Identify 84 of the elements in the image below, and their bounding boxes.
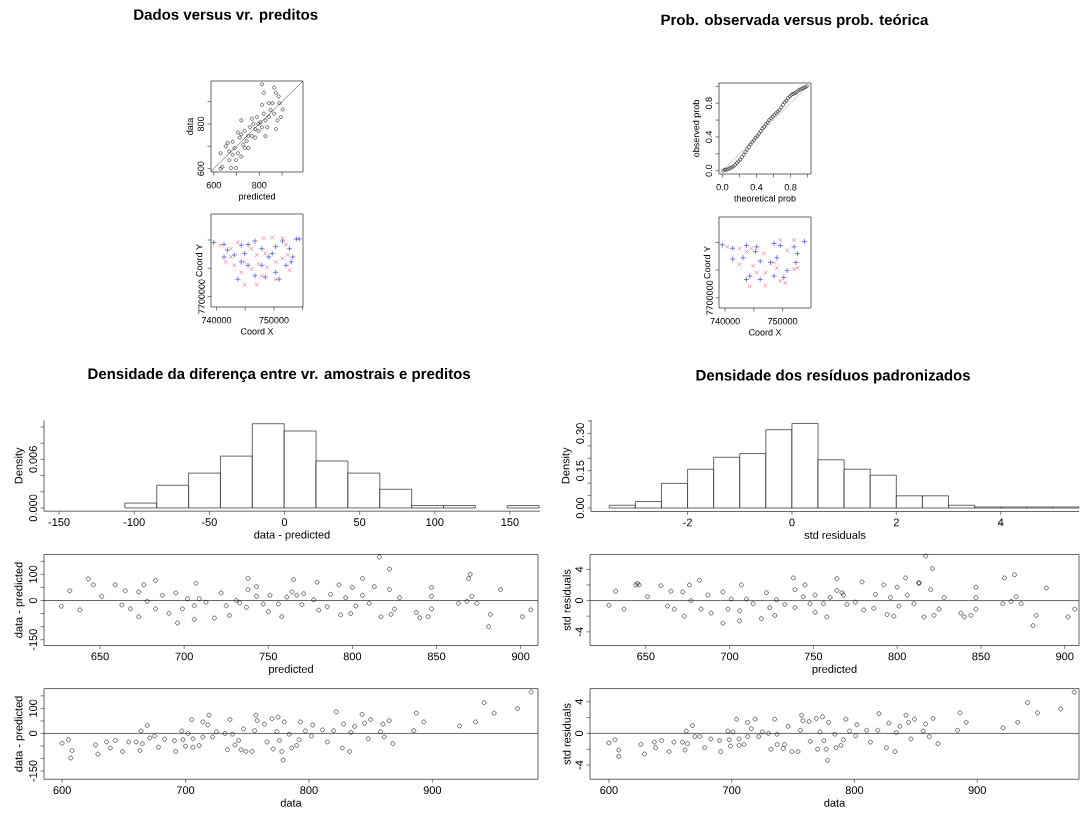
x-tick-label: 700 xyxy=(175,652,193,661)
x-tick-label: 4 xyxy=(997,518,1004,527)
x-tick-label: 800 xyxy=(300,786,318,795)
x-axis-title: predicted xyxy=(812,664,857,676)
x-axis-title: Coord X xyxy=(240,327,274,335)
y-tick-label: 0 xyxy=(575,597,583,604)
x-tick-label: 700 xyxy=(720,652,739,661)
x-tick-label: 0.0 xyxy=(716,184,729,191)
x-tick-label: 750 xyxy=(259,652,278,661)
x-tick-label: 740000 xyxy=(201,317,232,324)
x-tick-label: 150 xyxy=(501,518,519,527)
x-tick-label: 0 xyxy=(281,518,288,527)
x-tick-label: 0.8 xyxy=(784,184,797,191)
x-tick-label: 100 xyxy=(426,518,444,527)
x-tick-label: 750 xyxy=(804,652,823,661)
x-tick-label: -50 xyxy=(201,518,217,527)
x-tick-label: 0 xyxy=(789,518,795,527)
y-axis-title: std residuals xyxy=(562,703,571,765)
x-tick-label: 650 xyxy=(91,652,109,661)
x-tick-label: -100 xyxy=(123,518,145,527)
y-axis-title: std residuals xyxy=(562,569,571,631)
x-tick-label: 600 xyxy=(53,786,71,795)
x-tick-label: 900 xyxy=(1056,652,1074,661)
y-tick-label: 0.00 xyxy=(576,497,584,519)
x-axis-title: theoretical prob xyxy=(734,194,796,204)
x-tick-label: 850 xyxy=(972,652,990,661)
chart-title: Prob. observada versus prob. teórica xyxy=(661,13,929,29)
x-tick-label: 800 xyxy=(888,652,906,661)
x-axis-title: data xyxy=(280,798,302,807)
x-tick-label: 740000 xyxy=(710,318,740,325)
x-tick-label: 650 xyxy=(637,652,655,661)
y-axis-title: Density xyxy=(561,447,572,484)
text: 7700000 xyxy=(706,280,713,315)
y-tick-label: 0.4 xyxy=(705,130,712,143)
y-tick-label: 0 xyxy=(29,597,37,604)
y-tick-label: 0 xyxy=(575,730,583,737)
y-tick-label: 0.8 xyxy=(705,97,712,110)
x-tick-label: 750000 xyxy=(768,318,798,325)
x-tick-label: 800 xyxy=(252,182,267,189)
y-tick-label: 0.000 xyxy=(29,494,37,522)
y-tick-label: 4 xyxy=(575,699,583,705)
x-tick-label: 600 xyxy=(206,182,221,189)
y-axis-title: data xyxy=(186,117,194,135)
x-tick-label: 850 xyxy=(427,652,446,661)
y-tick-label: 0.15 xyxy=(576,460,584,481)
text: 7700000 xyxy=(198,279,205,314)
x-tick-label: -150 xyxy=(48,518,70,527)
y-tick-label: 0.006 xyxy=(29,446,37,473)
x-axis-title: predicted xyxy=(269,664,313,676)
y-axis-title: Coord Y xyxy=(703,246,711,279)
x-tick-label: -2 xyxy=(683,518,692,527)
y-axis-title: Density xyxy=(14,447,25,484)
y-tick-label: 0 xyxy=(29,730,37,737)
y-axis-title: observed prob xyxy=(692,100,702,157)
x-tick-label: 900 xyxy=(968,786,986,795)
x-tick-label: 700 xyxy=(723,786,741,795)
y-tick-label: 100 xyxy=(29,699,37,717)
x-tick-label: 750000 xyxy=(259,317,289,324)
y-axis-title: data - predicted xyxy=(14,696,25,772)
x-tick-label: 2 xyxy=(893,518,899,527)
x-tick-label: 900 xyxy=(512,652,530,661)
x-tick-label: 800 xyxy=(343,652,362,661)
chart-title: Dados versus vr. preditos xyxy=(134,8,318,23)
x-axis-title: predicted xyxy=(239,192,275,202)
x-tick-label: 700 xyxy=(176,786,195,795)
chart-title: Densidade dos resíduos padronizados xyxy=(696,369,970,384)
x-axis-title: Coord X xyxy=(748,328,782,336)
x-tick-label: 800 xyxy=(845,786,864,795)
y-tick-label: 0.30 xyxy=(576,423,584,444)
y-tick-label: 100 xyxy=(29,565,37,583)
y-tick-label: -4 xyxy=(575,760,583,770)
x-axis-title: data - predicted xyxy=(254,530,330,541)
chart-title: Densidade da diferença entre vr. amostrais e preditos xyxy=(88,368,471,383)
x-tick-label: 600 xyxy=(600,786,618,795)
x-axis-title: data xyxy=(824,798,846,807)
x-tick-label: 50 xyxy=(353,518,366,527)
y-tick-label: 0.0 xyxy=(705,164,712,177)
y-axis-title: Coord Y xyxy=(195,244,203,277)
x-axis-title: std residuals xyxy=(804,530,866,539)
x-tick-label: 900 xyxy=(423,786,442,795)
y-axis-title: data - predicted xyxy=(14,562,25,638)
y-tick-label: 4 xyxy=(575,566,583,573)
x-tick-label: 0.4 xyxy=(750,184,763,191)
y-tick-label: -4 xyxy=(575,627,583,637)
